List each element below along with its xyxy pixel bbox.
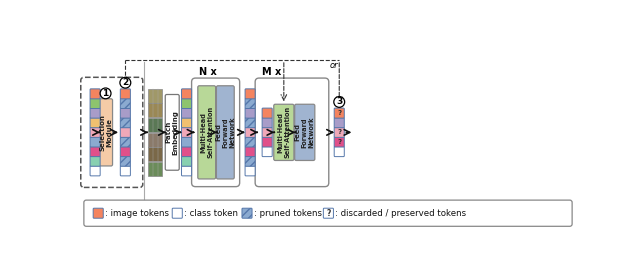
FancyBboxPatch shape — [245, 127, 255, 137]
Text: ?: ? — [326, 209, 331, 218]
FancyBboxPatch shape — [262, 108, 272, 118]
FancyBboxPatch shape — [245, 89, 255, 99]
FancyBboxPatch shape — [191, 78, 239, 187]
FancyBboxPatch shape — [334, 118, 344, 128]
Text: ?: ? — [337, 129, 341, 135]
FancyBboxPatch shape — [334, 108, 344, 118]
FancyBboxPatch shape — [262, 127, 272, 137]
FancyBboxPatch shape — [245, 108, 255, 118]
FancyBboxPatch shape — [182, 137, 191, 147]
FancyBboxPatch shape — [120, 89, 131, 99]
FancyBboxPatch shape — [120, 127, 131, 137]
FancyBboxPatch shape — [334, 127, 344, 137]
FancyBboxPatch shape — [120, 99, 131, 109]
FancyBboxPatch shape — [182, 108, 191, 118]
FancyBboxPatch shape — [262, 118, 272, 128]
FancyBboxPatch shape — [120, 118, 131, 128]
FancyBboxPatch shape — [182, 89, 191, 99]
FancyBboxPatch shape — [182, 127, 191, 137]
FancyBboxPatch shape — [90, 137, 100, 147]
FancyBboxPatch shape — [242, 208, 252, 218]
FancyBboxPatch shape — [262, 137, 272, 147]
FancyBboxPatch shape — [182, 147, 191, 157]
Text: 3: 3 — [336, 98, 342, 106]
FancyBboxPatch shape — [245, 137, 255, 147]
FancyBboxPatch shape — [172, 208, 182, 218]
FancyBboxPatch shape — [294, 104, 315, 161]
FancyBboxPatch shape — [120, 166, 131, 176]
Text: Multi-Head
Self-Attention: Multi-Head Self-Attention — [277, 106, 291, 158]
Text: 2: 2 — [122, 78, 129, 87]
Text: Feed
Forward
Network: Feed Forward Network — [295, 117, 315, 148]
FancyBboxPatch shape — [274, 104, 294, 161]
Bar — [148, 118, 162, 132]
FancyBboxPatch shape — [182, 156, 191, 166]
Text: M x: M x — [262, 67, 282, 77]
Text: : discarded / preserved tokens: : discarded / preserved tokens — [335, 209, 466, 218]
FancyBboxPatch shape — [182, 166, 191, 176]
Bar — [148, 162, 162, 176]
Circle shape — [334, 97, 345, 107]
FancyBboxPatch shape — [245, 156, 255, 166]
FancyBboxPatch shape — [99, 99, 113, 166]
Text: ?: ? — [337, 139, 341, 145]
FancyBboxPatch shape — [120, 147, 131, 157]
Text: N x: N x — [198, 67, 216, 77]
Text: or: or — [330, 61, 338, 70]
FancyBboxPatch shape — [120, 137, 131, 147]
FancyBboxPatch shape — [90, 108, 100, 118]
Bar — [148, 133, 162, 147]
Text: : class token: : class token — [184, 209, 238, 218]
FancyBboxPatch shape — [120, 156, 131, 166]
FancyBboxPatch shape — [84, 200, 572, 226]
FancyBboxPatch shape — [245, 166, 255, 176]
FancyBboxPatch shape — [90, 156, 100, 166]
Text: Selection
Module: Selection Module — [99, 114, 112, 151]
FancyBboxPatch shape — [216, 86, 234, 179]
FancyBboxPatch shape — [90, 147, 100, 157]
FancyBboxPatch shape — [90, 99, 100, 109]
FancyBboxPatch shape — [245, 118, 255, 128]
Text: : image tokens: : image tokens — [105, 209, 169, 218]
FancyBboxPatch shape — [198, 86, 216, 179]
Text: Patch
Embedding: Patch Embedding — [166, 110, 179, 155]
FancyBboxPatch shape — [90, 89, 100, 99]
Bar — [148, 89, 162, 103]
Text: 1: 1 — [102, 89, 109, 98]
FancyBboxPatch shape — [323, 208, 333, 218]
FancyBboxPatch shape — [90, 118, 100, 128]
FancyBboxPatch shape — [182, 99, 191, 109]
FancyBboxPatch shape — [93, 208, 103, 218]
FancyBboxPatch shape — [165, 94, 179, 170]
Circle shape — [120, 77, 131, 88]
FancyBboxPatch shape — [90, 127, 100, 137]
FancyBboxPatch shape — [90, 166, 100, 176]
FancyBboxPatch shape — [334, 137, 344, 147]
Bar — [148, 103, 162, 117]
Text: Multi-Head
Self-Attention: Multi-Head Self-Attention — [200, 106, 213, 158]
FancyBboxPatch shape — [334, 147, 344, 157]
FancyBboxPatch shape — [182, 118, 191, 128]
Bar — [148, 147, 162, 161]
FancyBboxPatch shape — [245, 99, 255, 109]
Text: Feed
Forward
Network: Feed Forward Network — [215, 117, 236, 148]
Text: : pruned tokens: : pruned tokens — [253, 209, 322, 218]
Text: ?: ? — [337, 110, 341, 116]
FancyBboxPatch shape — [245, 147, 255, 157]
FancyBboxPatch shape — [120, 108, 131, 118]
FancyBboxPatch shape — [262, 147, 272, 157]
Circle shape — [100, 88, 111, 99]
FancyBboxPatch shape — [255, 78, 329, 187]
